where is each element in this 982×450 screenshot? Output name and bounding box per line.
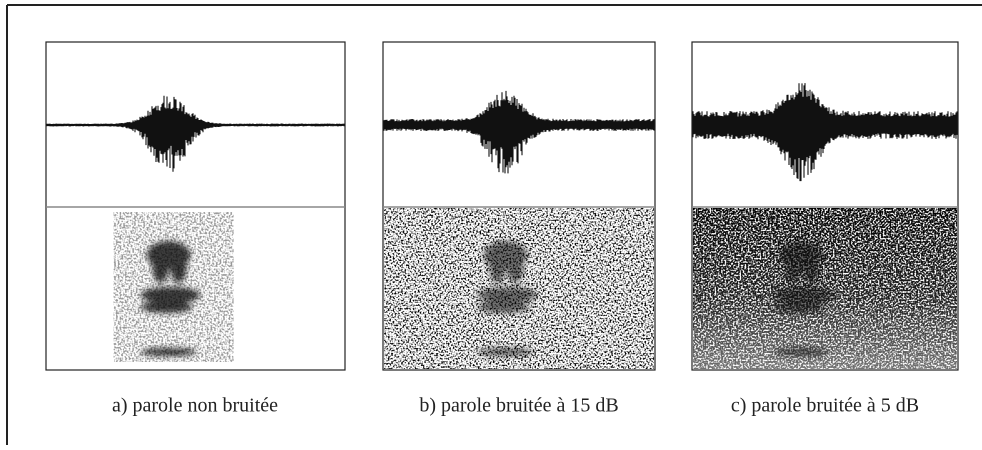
spectrogram-speckle [113, 212, 234, 362]
panels [45, 41, 959, 371]
formant [489, 251, 506, 283]
caption: a) parole non bruitée [112, 395, 278, 417]
formant [773, 301, 826, 313]
formant [477, 287, 538, 303]
waveform [383, 90, 655, 174]
panel [691, 41, 959, 371]
formant [773, 287, 834, 303]
spectrogram-noise [693, 208, 957, 369]
panel [45, 41, 346, 371]
formant [477, 348, 534, 356]
spectrogram-speech [773, 241, 834, 356]
formant [477, 301, 530, 313]
formant [507, 251, 524, 283]
formant [785, 251, 802, 283]
caption: c) parole bruitée à 5 dB [731, 395, 919, 417]
spectrogram-speech [477, 241, 538, 356]
waveform [692, 83, 958, 182]
formant [773, 348, 830, 356]
panel [382, 41, 656, 371]
waveform [46, 95, 345, 172]
caption: b) parole bruitée à 15 dB [419, 395, 618, 417]
formant [803, 251, 820, 283]
